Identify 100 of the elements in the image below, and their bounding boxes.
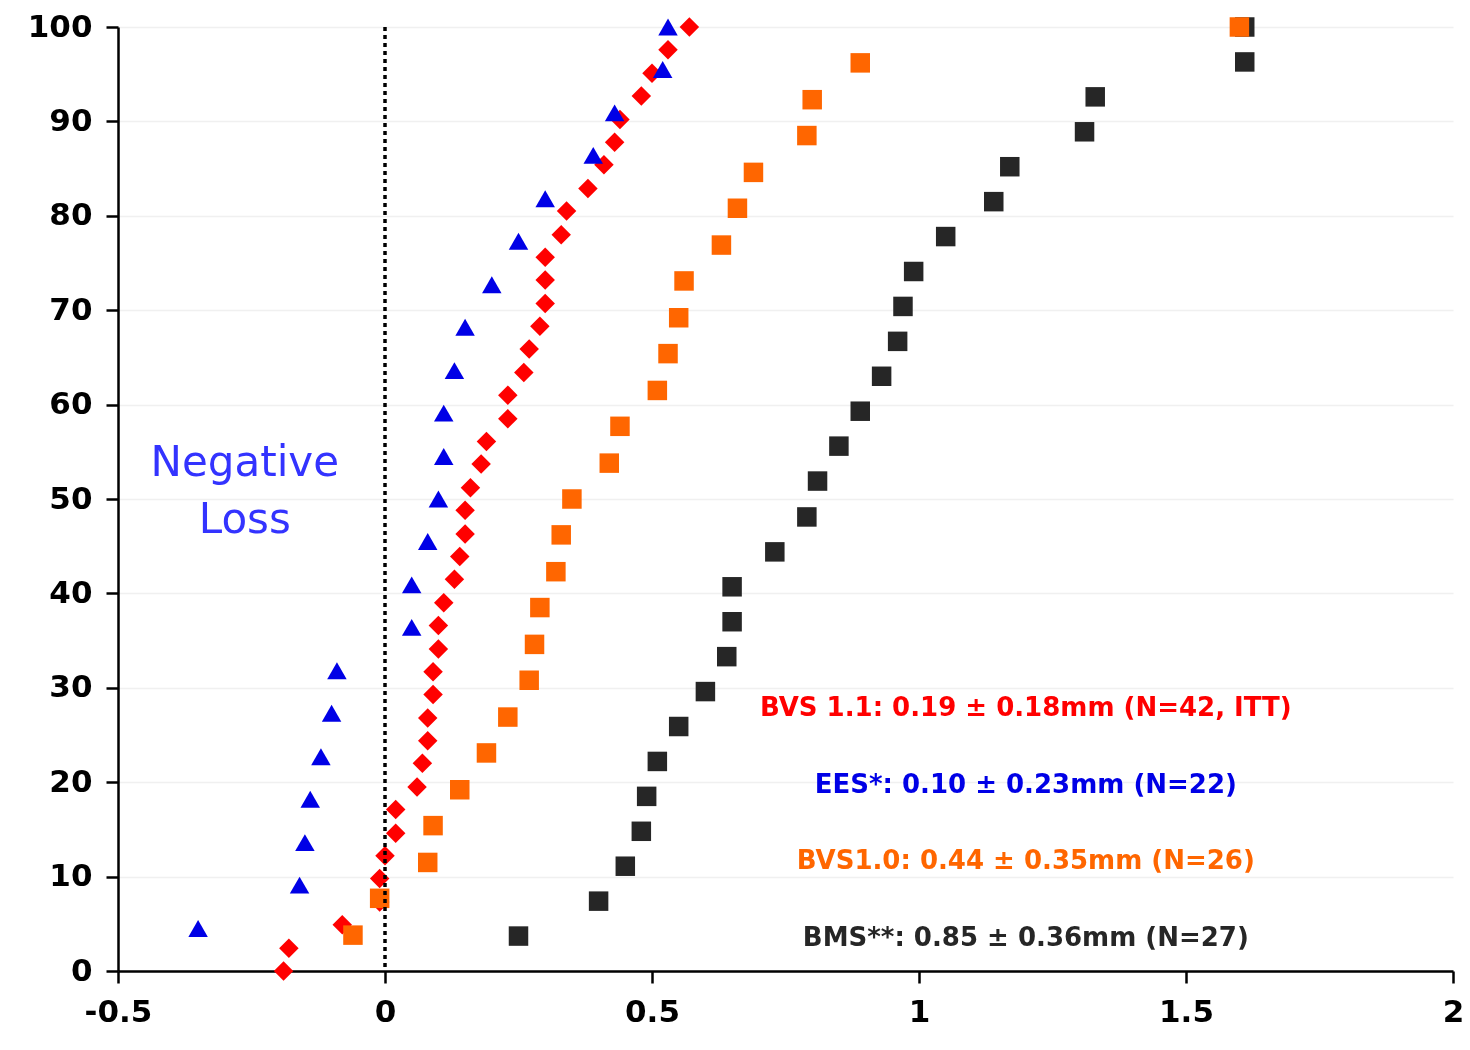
point — [508, 232, 529, 250]
point — [578, 178, 598, 199]
point — [765, 542, 785, 562]
point — [343, 925, 363, 945]
point — [444, 569, 465, 589]
text: BMS**: 0.85 ± 0.36mm (N=27) — [802, 922, 1249, 953]
point — [887, 331, 908, 352]
point — [610, 416, 630, 437]
y-tick-label: 80 — [49, 196, 93, 233]
text: EES*: 0.10 ± 0.23mm (N=22) — [814, 768, 1237, 799]
point — [647, 751, 668, 772]
point — [647, 380, 668, 401]
point — [412, 753, 433, 774]
point — [583, 146, 604, 164]
point — [850, 53, 871, 73]
y-tick-label: 0 — [70, 951, 93, 988]
point — [727, 198, 748, 218]
point — [428, 639, 449, 659]
point — [519, 339, 539, 359]
point — [636, 786, 657, 807]
point — [807, 471, 828, 491]
point — [423, 815, 443, 836]
point — [476, 431, 497, 452]
point — [535, 270, 555, 290]
annotation: Negative Loss — [150, 437, 340, 544]
point — [514, 362, 534, 383]
point — [556, 201, 577, 221]
point — [498, 707, 518, 727]
point — [743, 162, 764, 183]
point — [417, 708, 438, 728]
point — [615, 856, 636, 876]
point — [530, 316, 550, 336]
point — [679, 17, 700, 37]
y-tick-label: 60 — [49, 385, 93, 422]
point — [455, 500, 475, 521]
x-tick-label: 1 — [908, 992, 931, 1029]
point — [652, 61, 673, 78]
point — [327, 662, 347, 680]
point — [423, 684, 443, 705]
point — [279, 938, 299, 959]
point — [797, 507, 817, 527]
point — [658, 39, 678, 60]
x-tick-label: -0.5 — [84, 992, 153, 1029]
point — [385, 823, 406, 843]
y-tick-label: 100 — [27, 7, 93, 44]
point — [562, 489, 582, 509]
point — [984, 191, 1004, 212]
y-tick-label: 40 — [49, 573, 93, 610]
point — [658, 18, 678, 36]
point — [1085, 87, 1105, 107]
point — [546, 561, 566, 582]
point — [903, 261, 924, 282]
point — [711, 235, 732, 255]
text: BVS1.0: 0.44 ± 0.35mm (N=26) — [796, 845, 1255, 876]
point — [535, 293, 555, 314]
y-tick-label: 20 — [49, 762, 93, 799]
point — [460, 477, 481, 498]
point — [658, 343, 678, 364]
point — [428, 490, 449, 508]
point — [604, 132, 625, 152]
point — [797, 125, 817, 146]
point — [417, 533, 438, 550]
point — [295, 834, 315, 852]
point — [722, 611, 742, 632]
point — [498, 409, 518, 429]
point — [417, 852, 438, 873]
point — [722, 577, 742, 597]
point — [530, 597, 550, 618]
point — [450, 780, 470, 800]
point — [802, 89, 822, 110]
y-tick-label: 90 — [49, 101, 93, 138]
point — [1074, 122, 1095, 142]
point — [935, 226, 956, 247]
point — [417, 730, 438, 751]
point — [674, 271, 694, 291]
point — [631, 86, 652, 106]
point — [1000, 156, 1020, 177]
point — [401, 576, 422, 594]
y-tick-label: 70 — [49, 290, 93, 327]
point — [519, 670, 539, 690]
point — [311, 748, 331, 766]
y-tick-label: 10 — [49, 857, 93, 894]
point — [535, 190, 555, 208]
point — [1234, 52, 1255, 72]
point — [551, 525, 571, 545]
point — [893, 296, 913, 317]
point — [668, 308, 689, 328]
point — [433, 448, 454, 465]
point — [289, 876, 310, 894]
point — [321, 704, 342, 722]
point — [407, 777, 427, 797]
x-tick-label: 0 — [374, 992, 397, 1029]
point — [717, 646, 737, 667]
point — [450, 546, 470, 567]
point — [401, 618, 422, 636]
point — [588, 891, 609, 911]
point — [423, 662, 443, 682]
y-tick-label: 30 — [49, 668, 93, 705]
point — [476, 743, 497, 763]
point — [385, 799, 406, 820]
